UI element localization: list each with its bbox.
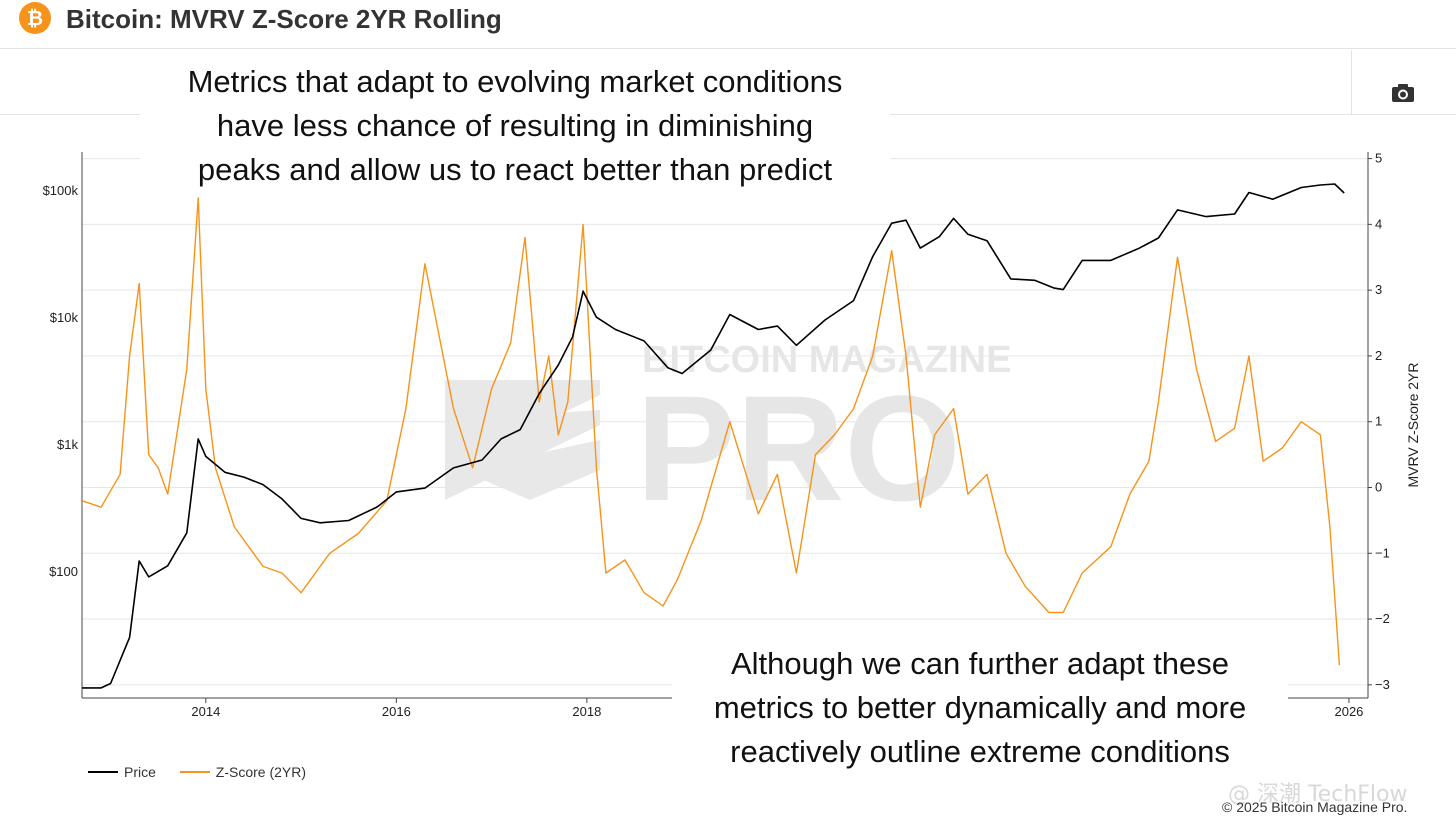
chart-header: ₿ Bitcoin: MVRV Z-Score 2YR Rolling [0, 0, 1456, 49]
y-left-tick-label: $1k [57, 437, 78, 452]
y-right-tick-label: 3 [1375, 282, 1382, 297]
y-right-tick-label: −3 [1375, 677, 1390, 692]
series-line-price [82, 183, 1345, 689]
annotation-top-line: peaks and allow us to react better than … [197, 152, 833, 187]
y-right-tick-label: 0 [1375, 479, 1382, 494]
toolbar-divider [1351, 50, 1352, 114]
legend-swatch-zscore [179, 771, 210, 773]
annotation-bottom-line: Although we can further adapt these [730, 646, 1230, 681]
copyright-text: © 2025 Bitcoin Magazine Pro. [1222, 799, 1408, 815]
y-right-tick-label: 2 [1375, 348, 1382, 363]
x-tick-label: 2018 [572, 704, 601, 719]
y-right-tick-label: −1 [1375, 545, 1390, 560]
y-right-tick-label: 1 [1375, 414, 1382, 429]
y-right-tick-label: 5 [1375, 151, 1382, 166]
overlay-caption: @ 深潮 TechFlow [1228, 782, 1408, 807]
y-right-tick-label: −2 [1375, 611, 1390, 626]
watermark-line1: BITCOIN MAGAZINE [642, 339, 1011, 381]
annotation-bottom-line: reactively outline extreme conditions [730, 734, 1230, 769]
annotation-top-line: have less chance of resulting in diminis… [216, 108, 814, 143]
legend-item-price[interactable]: Price [88, 764, 156, 780]
watermark-line2: PRO [636, 364, 961, 532]
x-tick-label: 2014 [191, 704, 220, 719]
right-axis-title: MVRV Z-Score 2YR [1405, 363, 1421, 488]
legend-label-zscore: Z-Score (2YR) [215, 764, 307, 780]
annotation-bottom: Although we can further adapt these metr… [672, 642, 1288, 774]
y-left-tick-label: $100k [43, 183, 79, 198]
annotation-bottom-line: metrics to better dynamically and more [713, 690, 1247, 725]
y-left-tick-label: $10k [50, 310, 79, 325]
annotation-top: Metrics that adapt to evolving market co… [140, 60, 890, 192]
x-tick-label: 2016 [382, 704, 411, 719]
chart-legend: Price Z-Score (2YR) [88, 760, 326, 780]
bitcoin-logo-icon: ₿ [19, 2, 51, 34]
camera-icon[interactable] [1390, 82, 1416, 104]
y-left-tick-label: $100 [49, 564, 78, 579]
legend-label-price: Price [124, 764, 156, 780]
y-right-tick-label: 4 [1375, 216, 1382, 231]
watermark: BITCOIN MAGAZINE PRO [445, 339, 1011, 532]
watermark-logo-icon [445, 380, 600, 500]
annotation-top-line: Metrics that adapt to evolving market co… [187, 64, 843, 99]
series-line-zscore [81, 197, 1341, 666]
x-tick-label: 2026 [1334, 704, 1363, 719]
page-title: Bitcoin: MVRV Z-Score 2YR Rolling [66, 4, 502, 34]
legend-item-zscore[interactable]: Z-Score (2YR) [179, 764, 307, 780]
series-layer [81, 183, 1345, 689]
legend-swatch-price [88, 771, 118, 773]
grid-lines [82, 158, 1368, 686]
